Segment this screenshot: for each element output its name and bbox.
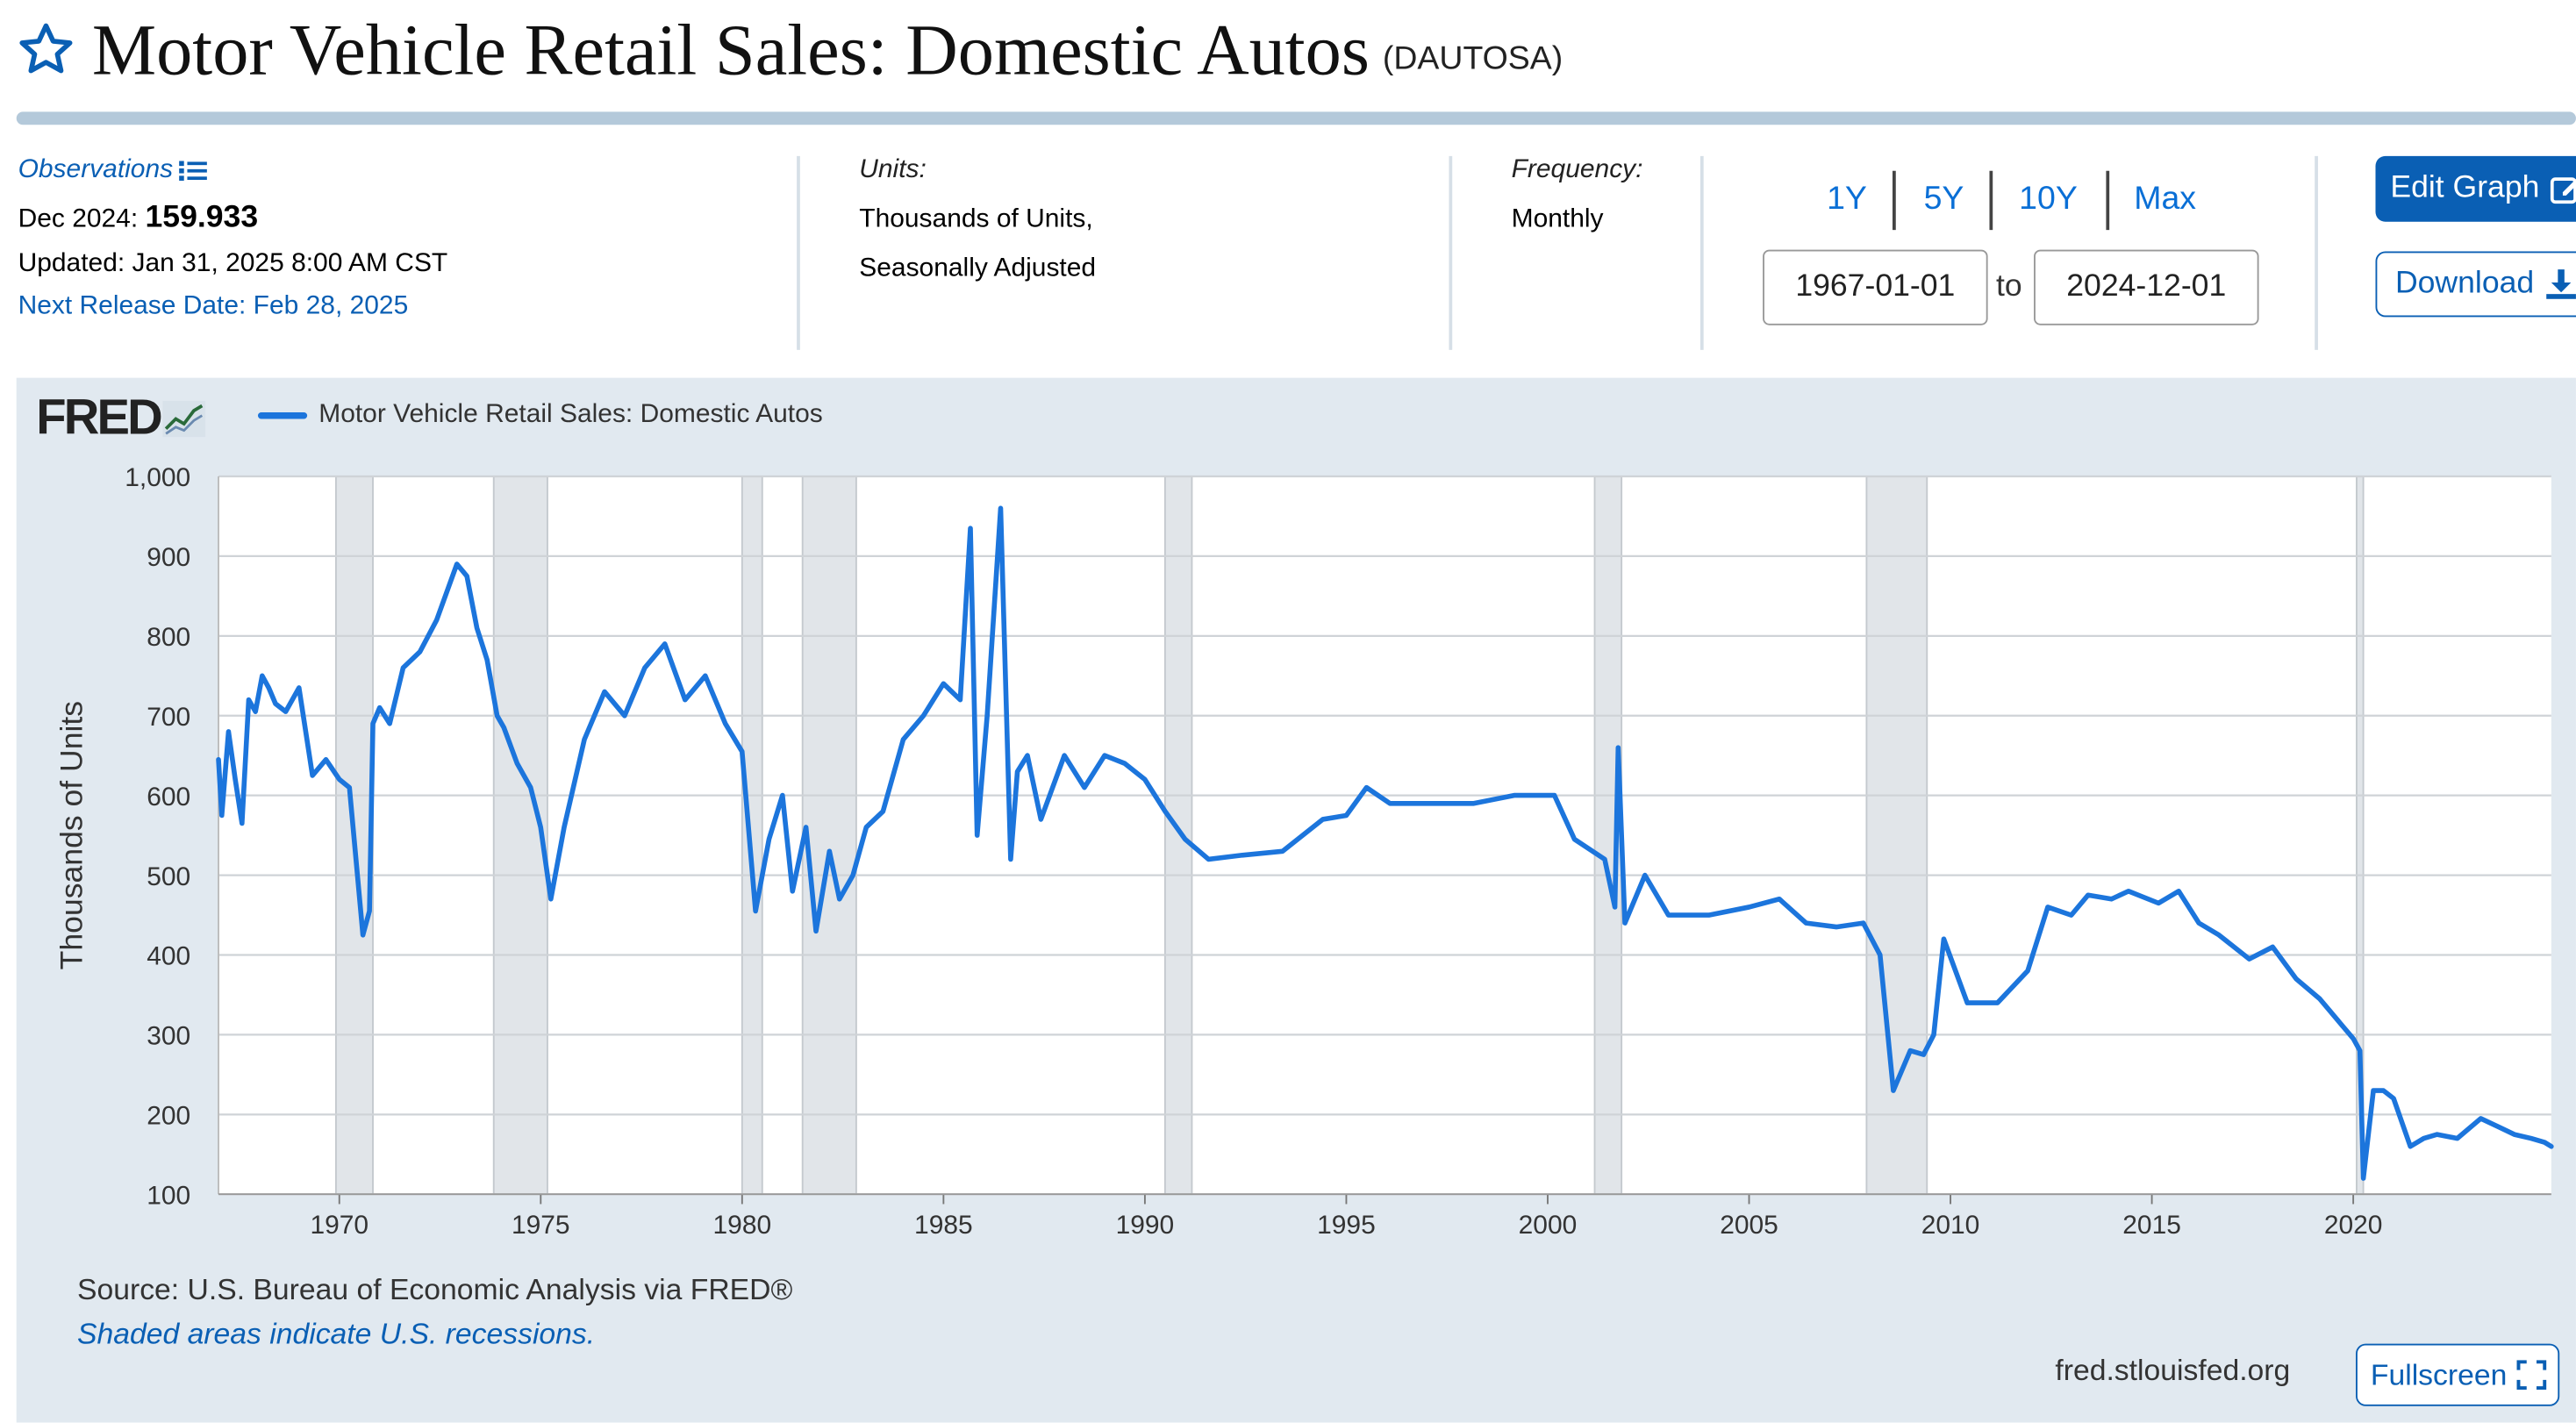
x-tick-label: 1975 bbox=[512, 1211, 570, 1240]
edit-graph-button[interactable]: Edit Graph bbox=[2375, 155, 2576, 222]
frequency-value: Monthly bbox=[1511, 205, 1604, 233]
x-tick-label: 2015 bbox=[2122, 1211, 2181, 1240]
series-line bbox=[216, 505, 2554, 1181]
recession-band bbox=[1163, 476, 1193, 1196]
fred-url[interactable]: fred.stlouisfed.org bbox=[2055, 1353, 2291, 1387]
to-label: to bbox=[1995, 269, 2022, 304]
legend-swatch bbox=[257, 411, 308, 419]
range-separator bbox=[2106, 170, 2110, 231]
units-block: Units: Thousands of Units, Seasonally Ad… bbox=[859, 156, 1096, 284]
legend-label: Motor Vehicle Retail Sales: Domestic Aut… bbox=[318, 400, 823, 429]
y-axis-title: Thousands of Units bbox=[54, 701, 89, 969]
frequency-label: Frequency: bbox=[1511, 155, 1643, 184]
edit-graph-label: Edit Graph bbox=[2390, 170, 2540, 206]
download-button[interactable]: Download bbox=[2375, 251, 2576, 318]
x-tick-label: 1970 bbox=[310, 1211, 369, 1240]
chart-legend: Motor Vehicle Retail Sales: Domestic Aut… bbox=[257, 400, 823, 431]
y-tick-label: 400 bbox=[147, 942, 190, 971]
fred-logo: FRED bbox=[36, 391, 206, 447]
divider bbox=[1699, 155, 1704, 350]
y-tick-label: 1,000 bbox=[125, 463, 190, 492]
observations-block: Observations Dec 2024: 159.933 Updated: … bbox=[18, 156, 448, 322]
list-icon bbox=[179, 161, 208, 181]
x-tick-label: 1995 bbox=[1317, 1211, 1376, 1240]
start-date-input[interactable]: 1967-01-01 bbox=[1763, 249, 1988, 325]
source-text: Source: U.S. Bureau of Economic Analysis… bbox=[77, 1273, 793, 1306]
range-max-button[interactable]: Max bbox=[2134, 180, 2197, 218]
plot-area bbox=[218, 476, 2551, 1195]
chart-trend-icon bbox=[161, 400, 205, 438]
star-icon[interactable] bbox=[17, 19, 75, 78]
units-label: Units: bbox=[859, 155, 927, 184]
recession-band bbox=[741, 476, 763, 1196]
fullscreen-button[interactable]: Fullscreen bbox=[2356, 1343, 2560, 1406]
download-icon bbox=[2545, 269, 2575, 299]
range-5y-button[interactable]: 5Y bbox=[1923, 180, 1964, 218]
fullscreen-label: Fullscreen bbox=[2370, 1357, 2508, 1391]
x-tick-label: 2000 bbox=[1519, 1211, 1578, 1240]
y-tick-label: 200 bbox=[147, 1102, 190, 1131]
page-title: Motor Vehicle Retail Sales: Domestic Aut… bbox=[91, 9, 1370, 90]
x-tick-label: 2005 bbox=[1720, 1211, 1778, 1240]
latest-observation: Dec 2024: 159.933 bbox=[18, 200, 448, 236]
range-separator bbox=[1893, 170, 1896, 231]
edit-icon bbox=[2550, 177, 2576, 204]
end-date-input[interactable]: 2024-12-01 bbox=[2034, 249, 2259, 325]
x-tick-label: 1990 bbox=[1116, 1211, 1175, 1240]
y-tick-label: 800 bbox=[147, 623, 190, 652]
range-10y-button[interactable]: 10Y bbox=[2019, 180, 2078, 218]
range-separator bbox=[1989, 170, 1993, 231]
recession-note: Shaded areas indicate U.S. recessions. bbox=[77, 1317, 596, 1351]
title-divider bbox=[16, 111, 2576, 125]
observations-link[interactable]: Observations bbox=[18, 156, 448, 186]
download-label: Download bbox=[2394, 266, 2535, 301]
series-id: (DAUTOSA) bbox=[1382, 39, 1563, 77]
updated-text: Updated: Jan 31, 2025 8:00 AM CST bbox=[18, 249, 448, 278]
next-release-link[interactable]: Next Release Date: Feb 28, 2025 bbox=[18, 292, 409, 321]
x-tick-label: 1980 bbox=[713, 1211, 772, 1240]
divider bbox=[797, 155, 800, 350]
units-line2: Seasonally Adjusted bbox=[859, 254, 1097, 283]
x-tick-label: 2020 bbox=[2324, 1211, 2383, 1240]
fullscreen-icon bbox=[2516, 1360, 2547, 1391]
observations-link-label[interactable]: Observations bbox=[18, 155, 174, 184]
y-tick-label: 700 bbox=[147, 703, 190, 732]
x-tick-label: 1985 bbox=[914, 1211, 973, 1240]
x-tick-label: 2010 bbox=[1921, 1211, 1980, 1240]
title-row: Motor Vehicle Retail Sales: Domestic Aut… bbox=[17, 0, 1563, 98]
latest-value: 159.933 bbox=[145, 200, 259, 235]
divider bbox=[2315, 155, 2318, 350]
range-1y-button[interactable]: 1Y bbox=[1827, 180, 1867, 218]
units-line1: Thousands of Units, bbox=[859, 205, 1093, 233]
y-tick-label: 100 bbox=[147, 1181, 190, 1210]
divider bbox=[1449, 155, 1453, 350]
y-tick-label: 500 bbox=[147, 862, 190, 891]
y-tick-label: 600 bbox=[147, 783, 190, 812]
latest-label: Dec 2024: bbox=[18, 205, 139, 233]
fred-logo-text: FRED bbox=[36, 390, 162, 446]
recession-band bbox=[801, 476, 857, 1196]
y-tick-label: 900 bbox=[147, 543, 190, 572]
y-tick-label: 300 bbox=[147, 1022, 190, 1051]
frequency-block: Frequency: Monthly bbox=[1512, 156, 1643, 235]
